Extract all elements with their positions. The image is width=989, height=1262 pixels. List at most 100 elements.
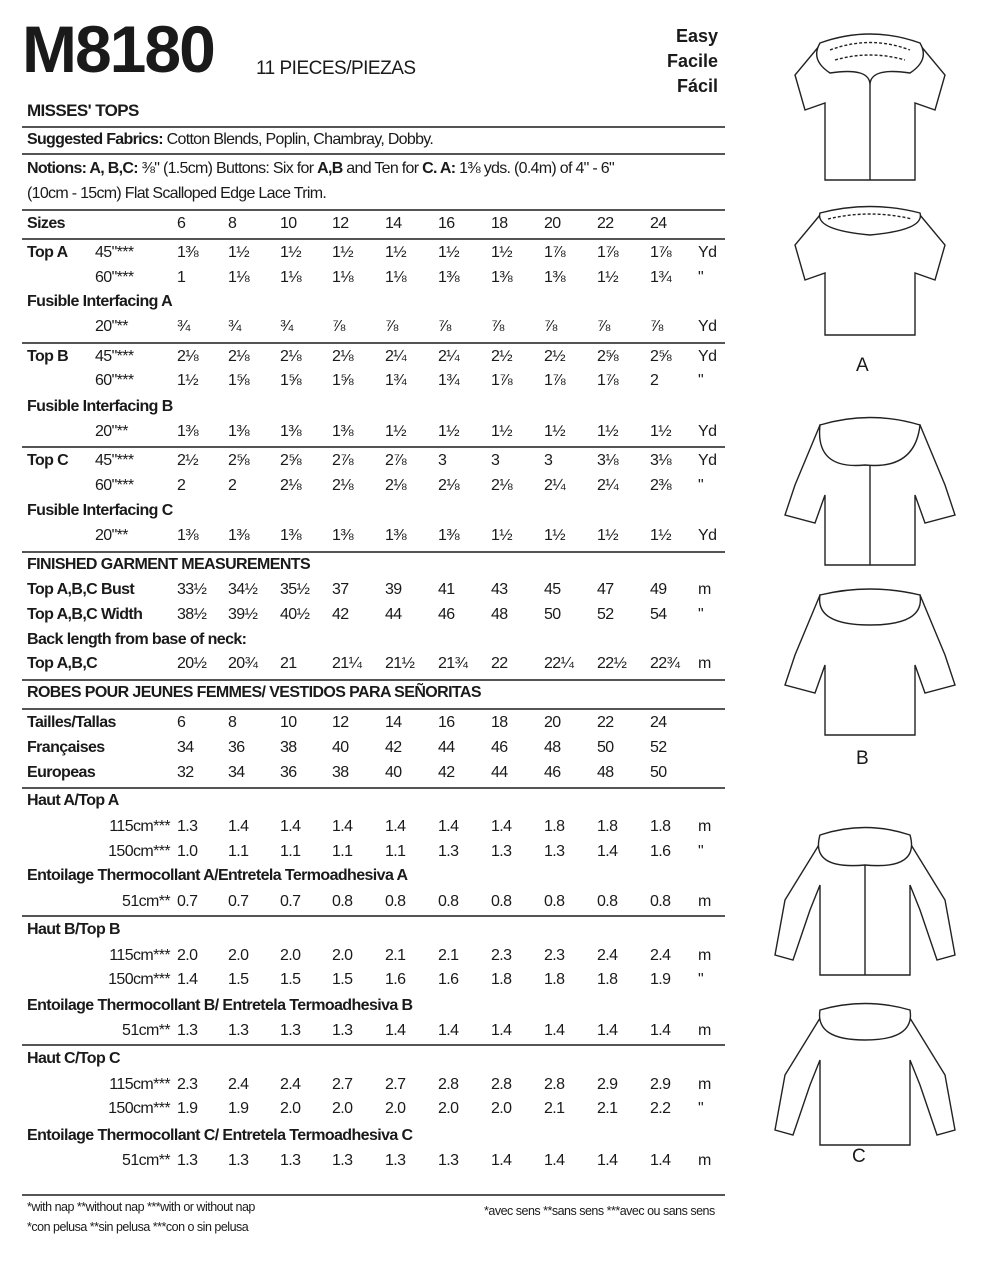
cell-value: 49	[650, 581, 667, 598]
cell-value: 1.4	[491, 1022, 512, 1039]
cell-value: 16	[438, 714, 455, 731]
unit: Yd	[698, 318, 717, 335]
row-label: Fusible Interfacing B	[27, 398, 173, 415]
cell-value: 2.3	[491, 947, 512, 964]
cell-value: 1⅞	[544, 244, 566, 261]
cell-value: 1.6	[385, 971, 406, 988]
fabric-width: 20"**	[95, 527, 129, 544]
difficulty: Easy Facile Fácil	[660, 24, 718, 99]
pattern-number: M8180	[22, 12, 216, 86]
table-row: 115cm*** 1.3 1.4 1.4 1.4 1.4 1.4 1.4 1.8 1.8 1.8 m	[0, 815, 730, 839]
view-b-illustration	[784, 416, 956, 736]
cell-value: 16	[438, 215, 455, 232]
table-row: Fusible Interfacing A	[0, 290, 730, 314]
unit: m	[698, 655, 711, 672]
notions-segment: Notions: A, B,C:	[27, 160, 142, 177]
cell-value: ⅞	[438, 318, 451, 335]
cell-value: 1.6	[650, 843, 671, 860]
cell-value: 22	[491, 655, 508, 672]
top-b-front-drawing	[784, 416, 956, 566]
row-label: Entoilage Thermocollant A/Entretela Term…	[27, 867, 408, 884]
cell-value: 1⅛	[280, 269, 302, 286]
cell-value: 1¾	[438, 372, 460, 389]
table-row: Tailles/Tallas 6 8 10 12 14 16 18 20 22 24	[0, 711, 730, 735]
cell-value: 1½	[597, 269, 619, 286]
piece-count: 11 PIECES/PIEZAS	[256, 58, 416, 79]
cell-value: 1⅞	[491, 372, 513, 389]
cell-value: 40	[332, 739, 349, 756]
cell-value: 50	[597, 739, 614, 756]
cell-value: 2.4	[280, 1076, 301, 1093]
table-row: FINISHED GARMENT MEASUREMENTS	[0, 553, 730, 577]
cell-value: 1.3	[332, 1022, 353, 1039]
cell-value: ¾	[280, 318, 293, 335]
unit: m	[698, 581, 711, 598]
cell-value: 1.3	[228, 1152, 249, 1169]
view-a-illustration	[794, 33, 946, 336]
table-row: Fusible Interfacing B	[0, 395, 730, 419]
cell-value: 1.1	[228, 843, 249, 860]
cell-value: 1⅞	[650, 244, 672, 261]
fabric-width: 51cm**	[122, 1152, 171, 1169]
row-label: Françaises	[27, 739, 105, 756]
divider	[22, 1044, 725, 1046]
cell-value: 2.0	[491, 1100, 512, 1117]
section-title: MISSES' TOPS	[27, 101, 139, 120]
cell-value: 1⅜	[438, 269, 460, 286]
cell-value: 1.4	[544, 1022, 565, 1039]
cell-value: 2⅝	[650, 348, 672, 365]
table-row: Fusible Interfacing C	[0, 499, 730, 523]
cell-value: 1⅜	[177, 423, 199, 440]
table-row: Haut C/Top C	[0, 1047, 730, 1071]
cell-value: 2⅝	[597, 348, 619, 365]
cell-value: 1⅝	[332, 372, 354, 389]
cell-value: 2.7	[332, 1076, 353, 1093]
table-row: Top C 45"*** 2½ 2⅝ 2⅝ 2⅞ 2⅞ 3 3 3 3⅛ 3⅛ Yd	[0, 449, 730, 473]
cell-value: 0.8	[544, 893, 565, 910]
cell-value: 1.9	[650, 971, 671, 988]
cell-value: 1⅜	[228, 423, 250, 440]
cell-value: 1.3	[438, 843, 459, 860]
table-row: Back length from base of neck:	[0, 628, 730, 652]
top-a-front-drawing	[794, 33, 946, 181]
cell-value: 2½	[177, 452, 199, 469]
table-row: Top A,B,C 20½ 20¾ 21 21¼ 21½ 21¾ 22 22¼ 22½ 22¾ m	[0, 652, 730, 676]
table-row: 51cm** 0.7 0.7 0.7 0.8 0.8 0.8 0.8 0.8 0.8 0.8 m	[0, 890, 730, 914]
row-label: Fusible Interfacing A	[27, 293, 173, 310]
fabric-width: 51cm**	[122, 1022, 171, 1039]
cell-value: 42	[438, 764, 455, 781]
cell-value: 0.8	[491, 893, 512, 910]
cell-value: 2.8	[544, 1076, 565, 1093]
cell-value: 2.1	[544, 1100, 565, 1117]
cell-value: 2	[650, 372, 659, 389]
cell-value: 3	[491, 452, 500, 469]
notions-segment: A,B	[317, 160, 343, 177]
table-row: 150cm*** 1.9 1.9 2.0 2.0 2.0 2.0 2.0 2.1 2.1 2.2 "	[0, 1097, 730, 1121]
cell-value: 40	[385, 764, 402, 781]
cell-value: 1.3	[280, 1152, 301, 1169]
notions-segment: 1⅜ yds. (0.4m) of 4" - 6"	[459, 160, 615, 177]
cell-value: 1.3	[177, 1022, 198, 1039]
unit: "	[698, 372, 704, 389]
cell-value: 1⅞	[597, 244, 619, 261]
top-c-back-drawing	[774, 1002, 956, 1146]
cell-value: 1.4	[597, 1022, 618, 1039]
cell-value: 3	[438, 452, 447, 469]
cell-value: 1.8	[544, 971, 565, 988]
cell-value: 42	[385, 739, 402, 756]
cell-value: 1⅜	[228, 527, 250, 544]
cell-value: 1.3	[177, 818, 198, 835]
cell-value: 18	[491, 215, 508, 232]
cell-value: 48	[491, 606, 508, 623]
cell-value: 36	[228, 739, 245, 756]
cell-value: 2	[177, 477, 186, 494]
fabric-width: 150cm***	[108, 1100, 171, 1117]
cell-value: 20½	[177, 655, 207, 672]
cell-value: 2.0	[332, 1100, 353, 1117]
cell-value: 2.0	[280, 947, 301, 964]
cell-value: 1.9	[177, 1100, 198, 1117]
cell-value: 42	[332, 606, 349, 623]
cell-value: 1½	[650, 527, 672, 544]
cell-value: 1.8	[597, 818, 618, 835]
table-row: 20"** 1⅜ 1⅜ 1⅜ 1⅜ 1½ 1½ 1½ 1½ 1½ 1½ Yd	[0, 420, 730, 444]
